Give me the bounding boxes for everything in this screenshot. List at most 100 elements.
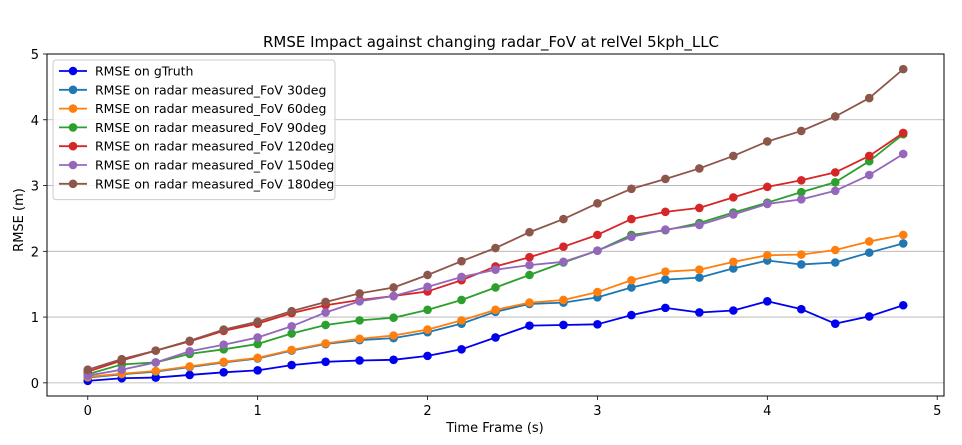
y-tick-label: 4 [31, 114, 39, 129]
data-point [253, 366, 262, 375]
chart-title: RMSE Impact against changing radar_FoV a… [263, 33, 719, 52]
data-point [219, 357, 228, 367]
data-point [457, 295, 466, 305]
data-point [287, 360, 296, 370]
data-point [219, 368, 228, 377]
data-point [185, 346, 195, 356]
legend-item: RMSE on radar measured_FoV 150deg [59, 158, 334, 173]
data-point [763, 199, 772, 209]
data-point [423, 270, 432, 280]
data-point [185, 362, 195, 371]
data-point [491, 305, 500, 315]
x-tick-label: 1 [254, 404, 262, 419]
data-point [695, 273, 704, 282]
data-point [695, 308, 704, 317]
data-point [864, 170, 874, 180]
data-point [185, 336, 195, 346]
data-point [593, 320, 602, 329]
data-point [525, 298, 534, 307]
data-point [830, 177, 840, 187]
series-5 [83, 149, 908, 380]
plot-area-frame [46, 53, 945, 397]
x-tick-label: 5 [933, 404, 941, 419]
data-point [729, 257, 738, 267]
data-point [627, 214, 636, 224]
data-point [491, 243, 500, 253]
data-point [796, 187, 806, 197]
data-point [729, 210, 738, 219]
data-point [83, 371, 93, 380]
data-point [491, 333, 500, 342]
data-point [627, 283, 636, 292]
y-tick-label: 2 [31, 245, 39, 260]
data-point [830, 319, 840, 328]
data-point [321, 297, 330, 307]
data-point [695, 164, 704, 173]
data-point [559, 214, 568, 224]
legend-item: RMSE on radar measured_FoV 180deg [59, 176, 334, 191]
x-tick-label: 2 [423, 404, 431, 419]
y-axis-label: RMSE (m) [12, 188, 27, 252]
data-point [830, 245, 840, 255]
legend-marker [68, 123, 78, 132]
data-point [559, 257, 568, 267]
series-group [83, 64, 908, 386]
data-point [355, 334, 364, 344]
data-point [457, 256, 466, 266]
data-point [864, 248, 874, 257]
data-point [389, 291, 398, 301]
data-point [830, 258, 840, 267]
y-tick-label: 0 [31, 377, 39, 392]
data-point [864, 151, 874, 161]
data-point [287, 345, 296, 355]
data-point [559, 320, 568, 330]
data-point [593, 246, 602, 255]
x-tick-label: 3 [593, 404, 601, 419]
data-point [729, 264, 738, 273]
data-point [219, 340, 228, 350]
data-point [185, 370, 195, 380]
data-point [661, 267, 670, 276]
data-point [763, 250, 772, 260]
x-tick-label: 4 [763, 404, 771, 419]
data-point [219, 325, 228, 334]
data-point [695, 220, 704, 230]
data-point [253, 339, 262, 349]
y-tick-label: 5 [31, 48, 39, 63]
data-point [864, 93, 874, 103]
legend-item: RMSE on radar measured_FoV 30deg [59, 82, 326, 97]
legend-label: RMSE on radar measured_FoV 60deg [95, 101, 326, 116]
data-point [355, 289, 364, 298]
data-point [729, 306, 738, 315]
data-point [627, 184, 636, 194]
data-point [627, 275, 636, 285]
data-point [661, 275, 670, 284]
data-point [729, 151, 738, 161]
data-point [695, 203, 704, 213]
data-point [321, 339, 330, 348]
data-point [898, 128, 908, 138]
legend: RMSE on gTruth RMSE on radar measured_FoV… [52, 59, 336, 201]
data-point [525, 252, 534, 262]
data-point [389, 355, 398, 365]
data-point [796, 304, 806, 314]
data-point [864, 312, 874, 321]
data-point [763, 182, 772, 192]
axis-ticks: 0 1 2 3 4 5 0 1 2 3 4 5 [31, 48, 942, 419]
data-point [864, 237, 874, 246]
data-point [830, 112, 840, 121]
legend-label: RMSE on radar measured_FoV 150deg [95, 158, 334, 173]
x-tick-label: 0 [84, 404, 92, 419]
legend-marker [68, 66, 78, 76]
data-point [389, 331, 398, 340]
data-point [898, 149, 908, 159]
data-point [593, 287, 602, 297]
data-point [287, 321, 296, 331]
data-point [151, 346, 161, 355]
data-point [491, 265, 500, 275]
data-point [253, 333, 262, 342]
data-point [151, 358, 161, 367]
legend-label: RMSE on radar measured_FoV 90deg [95, 120, 326, 135]
data-point [559, 295, 568, 305]
legend-marker [68, 85, 78, 95]
